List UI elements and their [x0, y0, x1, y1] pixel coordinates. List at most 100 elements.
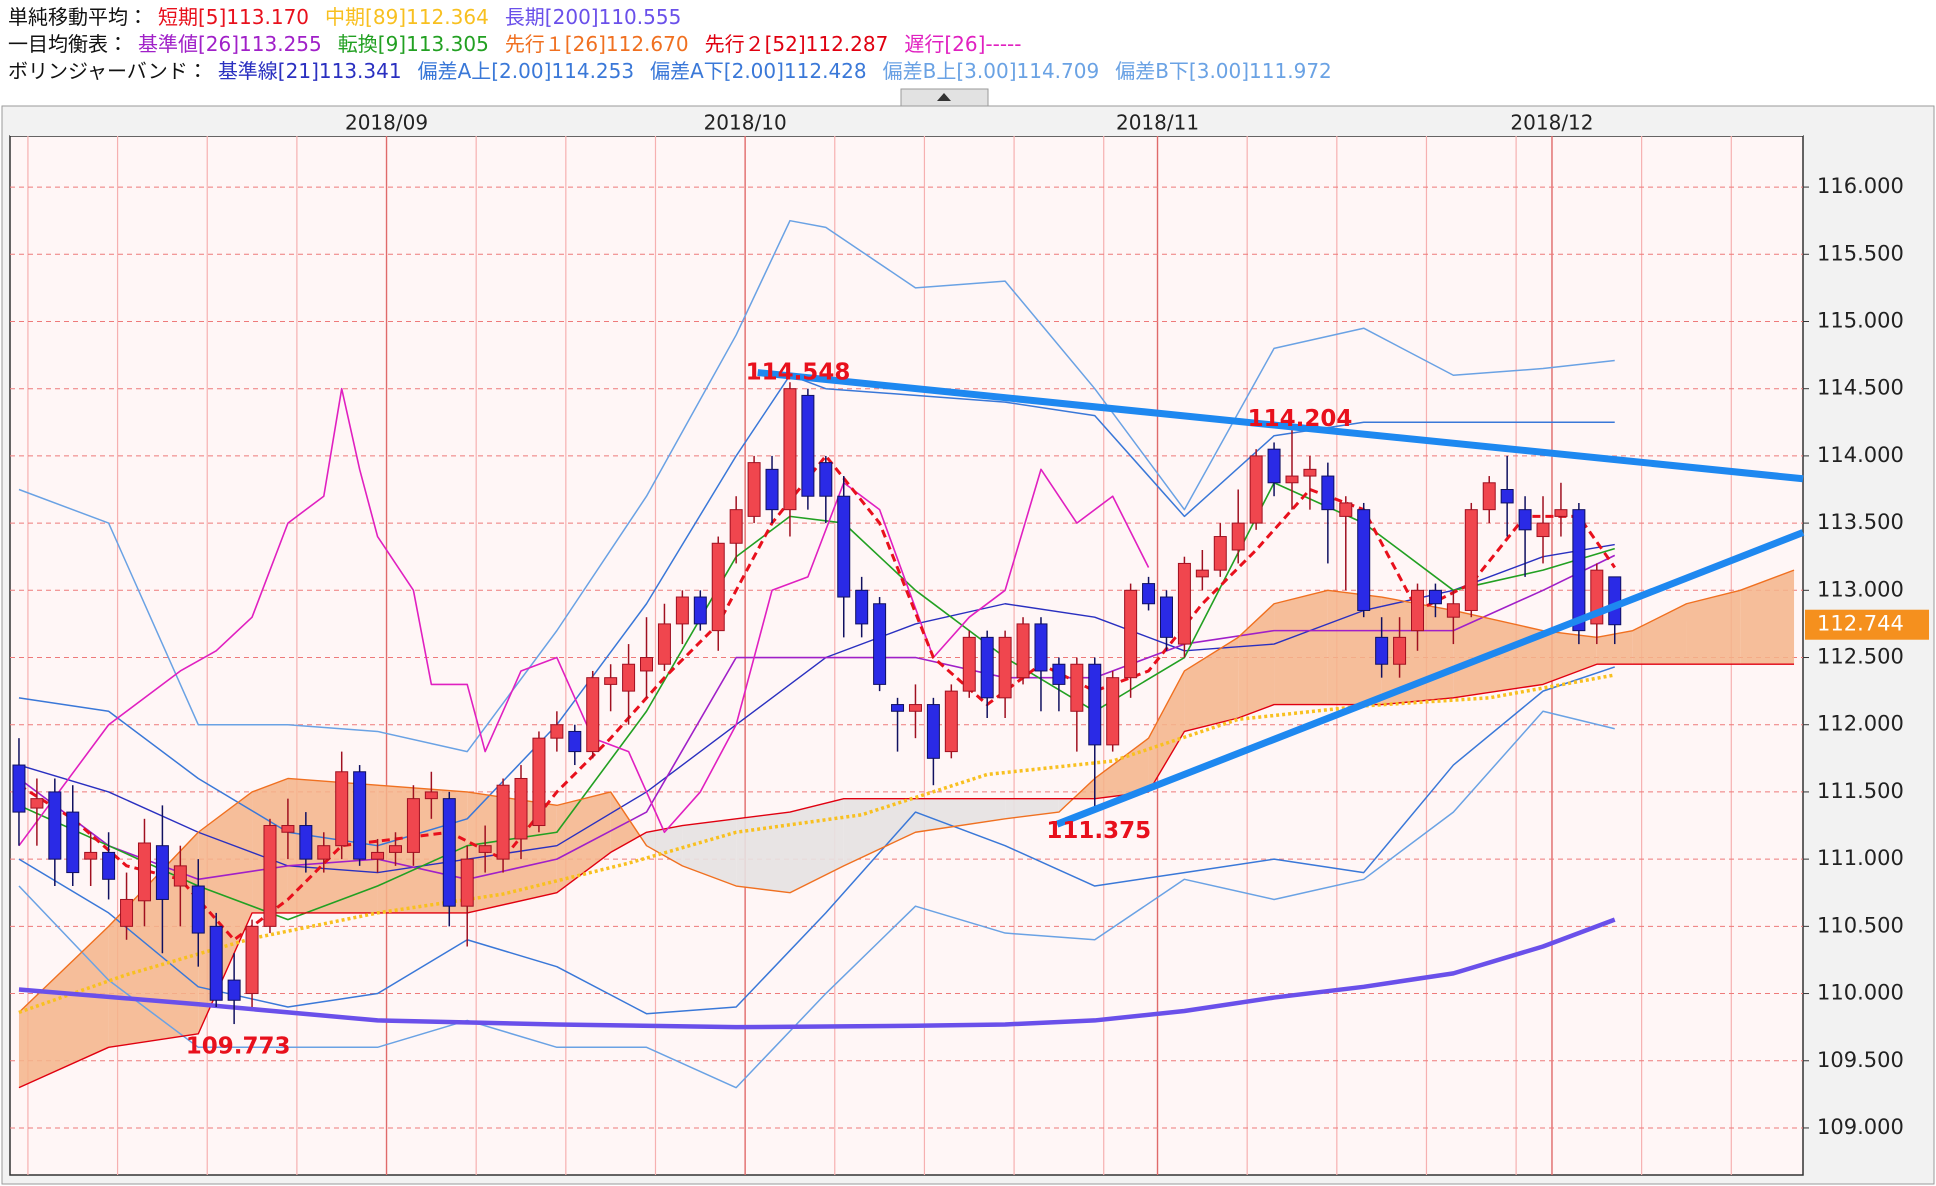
cloud-fill — [1543, 630, 1597, 685]
legend-row: ボリンジャーバンド： 基準線[21]113.341 偏差A上[2.00]114.25… — [8, 58, 1348, 85]
candle-body — [245, 925, 259, 995]
candle-body — [1446, 603, 1460, 618]
legend-item: 偏差B下[3.00]111.972 — [1115, 59, 1332, 83]
cloud-fill — [1632, 603, 1687, 665]
cloud-fill — [1005, 798, 1059, 819]
candle-body — [120, 898, 134, 927]
y-tick-label: 114.000 — [1817, 443, 1904, 467]
candle-body — [317, 845, 331, 860]
candle-body — [281, 825, 295, 833]
y-tick-label: 109.000 — [1817, 1115, 1904, 1139]
indicator-line — [18, 219, 1615, 753]
candle-body — [442, 798, 456, 907]
candle-body — [406, 798, 420, 853]
y-tick-label: 110.000 — [1817, 981, 1904, 1005]
candle-body — [371, 851, 385, 860]
candle-body — [604, 677, 618, 685]
y-tick-label: 115.000 — [1817, 308, 1904, 332]
candle-body — [496, 784, 510, 860]
candle-body — [622, 663, 636, 692]
y-tick-label: 113.500 — [1817, 510, 1904, 534]
candle-body — [1500, 489, 1514, 504]
legend-item: 転換[9]113.305 — [337, 32, 489, 56]
candle-body — [1070, 663, 1084, 712]
y-tick-label: 111.000 — [1817, 846, 1904, 870]
y-tick-label: 112.500 — [1817, 645, 1904, 669]
candle-body — [1464, 509, 1478, 611]
legend-item: 中期[89]112.364 — [325, 5, 489, 29]
cloud-fill — [736, 812, 790, 893]
candle-body — [908, 704, 922, 712]
candle-body — [891, 704, 905, 712]
cloud-fill — [915, 798, 1006, 833]
candle-body — [84, 851, 98, 860]
price-annotation: 109.773 — [186, 1034, 291, 1060]
legend-item: 遅行[26]----- — [904, 32, 1022, 56]
candle-body — [1267, 448, 1281, 484]
candle-body — [1124, 589, 1138, 679]
candle-body — [693, 596, 707, 625]
cloud-fill — [843, 798, 916, 866]
legend-item: 長期[200]110.555 — [504, 5, 682, 29]
header-background — [0, 0, 1936, 106]
candle-body — [424, 791, 438, 800]
candle-body — [1177, 562, 1191, 645]
candle-body — [1249, 455, 1263, 524]
candle-body — [1052, 663, 1066, 685]
legend-item: 先行１[26]112.670 — [504, 32, 689, 56]
trendline — [757, 369, 1804, 483]
y-tick-label: 112.000 — [1817, 712, 1904, 736]
legend-row: 一目均衡表： 基準値[26]113.255 転換[9]113.305 先行１[26]1… — [8, 31, 1348, 58]
candle-body — [962, 636, 976, 692]
month-axis-band — [10, 108, 1803, 136]
candle-body — [1195, 569, 1209, 578]
legend-group-label: ボリンジャーバンド： — [8, 59, 208, 83]
y-tick-label: 111.500 — [1817, 779, 1904, 803]
y-tick-label: 114.500 — [1817, 376, 1904, 400]
legend-group-label: 単純移動平均： — [8, 5, 148, 29]
legend-item: 偏差B上[3.00]114.709 — [882, 59, 1100, 83]
cloud-fill — [789, 798, 844, 893]
price-annotation: 114.204 — [1248, 406, 1353, 432]
candle-body — [227, 979, 241, 1001]
last-price-box — [1805, 609, 1929, 640]
x-tick-label: 2018/11 — [1116, 111, 1199, 135]
candle-body — [1393, 636, 1407, 665]
indicator-line — [18, 917, 1616, 1030]
candle-body — [1357, 509, 1371, 611]
candle-body — [926, 704, 940, 759]
candle-body — [1321, 475, 1335, 511]
trendline — [1055, 529, 1805, 828]
collapse-arrow[interactable] — [937, 93, 951, 101]
candle-body — [173, 865, 187, 887]
candle-body — [299, 825, 313, 860]
indicator-line — [18, 666, 1615, 1015]
candle-body — [1142, 583, 1156, 605]
candle-body — [747, 462, 761, 517]
candle-body — [12, 764, 26, 813]
price-annotation: 111.375 — [1046, 818, 1151, 844]
y-tick-label: 110.500 — [1817, 913, 1904, 937]
candle-body — [155, 845, 169, 900]
candle-body — [1285, 475, 1299, 484]
candle-body — [1554, 509, 1568, 517]
candle-body — [478, 845, 492, 853]
cloud-fill — [1596, 630, 1633, 665]
candle-body — [944, 690, 958, 753]
candle-body — [1034, 623, 1048, 672]
cloud-fill — [1740, 570, 1795, 665]
candle-body — [711, 542, 725, 632]
candle-body — [1375, 636, 1389, 665]
candle-body — [191, 885, 205, 934]
candle-body — [48, 791, 62, 860]
candle-body — [568, 730, 582, 753]
candle-body — [1428, 589, 1442, 605]
candle-body — [532, 737, 546, 827]
candle-body — [801, 394, 815, 497]
candle-body — [1303, 468, 1317, 477]
cloud-fill — [556, 791, 611, 893]
candle-body — [263, 825, 277, 927]
